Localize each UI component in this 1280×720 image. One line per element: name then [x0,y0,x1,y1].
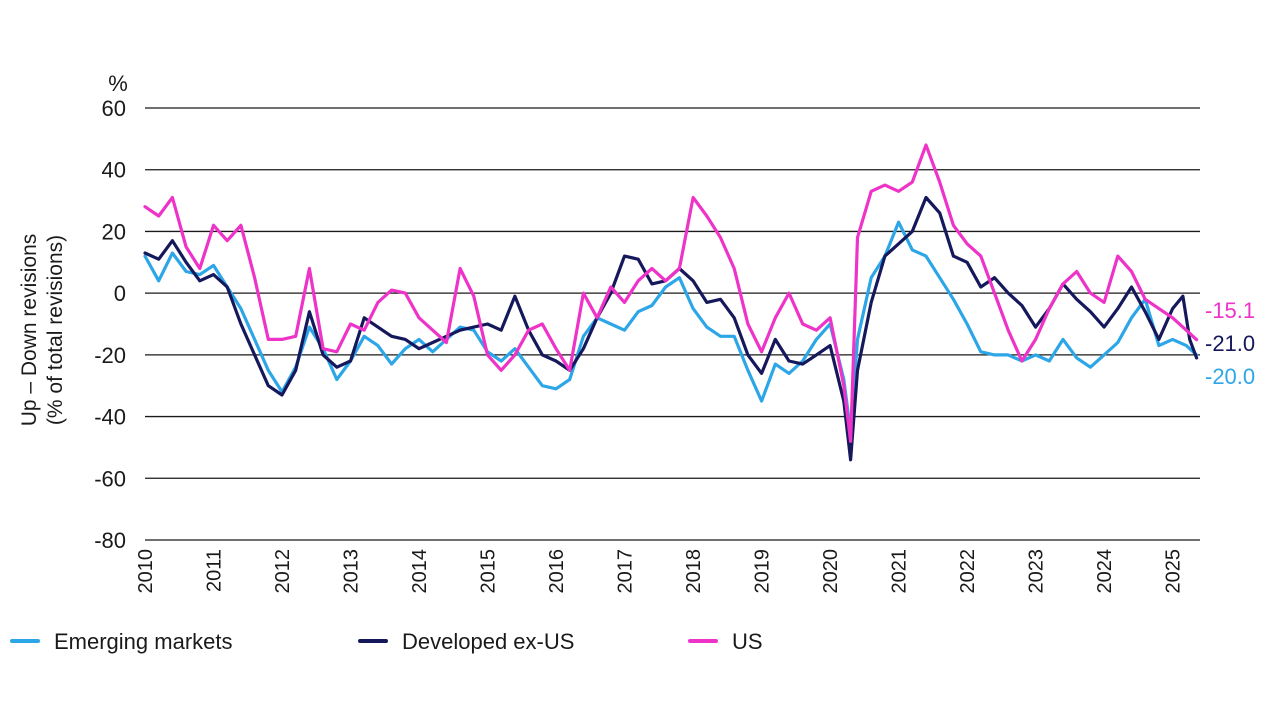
x-tick-labels: 2010 2011 2012 2013 2014 2015 2016 2017 2018 2019… [135,549,1185,594]
series-lines [143,143,1199,462]
x-tick-label-11: 2021 [889,549,911,594]
x-tick-label-13: 2023 [1026,549,1048,594]
legend: Emerging markets Developed ex-US US [10,629,763,654]
x-tick-label-5: 2015 [478,549,500,594]
y-tick-label-7: -80 [94,528,126,553]
x-tick-label-0: 2010 [135,549,157,594]
y-unit-label: % [108,71,128,96]
x-tick-label-8: 2018 [683,549,705,594]
end-value-labels: -20.0 -21.0 -15.1 [1205,298,1255,389]
x-tick-label-14: 2024 [1094,549,1116,594]
series-line-0 [143,220,1199,434]
end-label-0: -20.0 [1205,364,1255,389]
gridlines [145,107,1200,541]
legend-label-0: Emerging markets [54,629,233,654]
y-axis-label-line1: Up – Down revisions [18,234,41,427]
x-tick-label-7: 2017 [615,549,637,594]
x-tick-label-10: 2020 [820,549,842,594]
x-tick-label-6: 2016 [546,549,568,594]
x-tick-label-3: 2013 [341,549,363,594]
y-tick-labels: 60 40 20 0 -20 -40 -60 -80 [94,96,126,553]
y-tick-label-1: 40 [102,158,126,183]
y-axis-label-line2: (% of total revisions) [44,235,67,425]
x-tick-label-9: 2019 [752,549,774,594]
x-tick-label-12: 2022 [957,549,979,594]
x-tick-label-1: 2011 [204,549,226,592]
y-tick-label-6: -60 [94,466,126,491]
end-label-2: -15.1 [1205,298,1255,323]
series-line-2 [143,143,1199,443]
x-tick-label-15: 2025 [1163,549,1185,594]
series-line-1 [143,195,1199,462]
y-tick-label-3: 0 [114,281,126,306]
end-label-1: -21.0 [1205,331,1255,356]
x-tick-label-2: 2012 [272,549,294,594]
y-tick-label-0: 60 [102,96,126,121]
y-tick-label-5: -40 [94,405,126,430]
y-tick-label-2: 20 [102,219,126,244]
y-tick-label-4: -20 [94,343,126,368]
legend-label-1: Developed ex-US [402,629,574,654]
x-tick-label-4: 2014 [409,549,431,594]
legend-label-2: US [732,629,763,654]
